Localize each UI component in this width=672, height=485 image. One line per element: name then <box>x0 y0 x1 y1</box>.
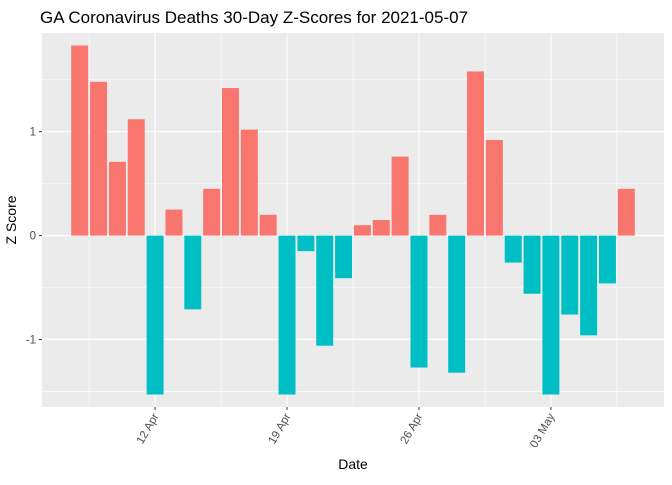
bar-2021-04-11 <box>127 119 145 236</box>
grid-lines <box>42 33 664 407</box>
bar-2021-04-10 <box>108 161 126 236</box>
x-tick-label: 26 Apr <box>399 411 426 446</box>
bar-2021-04-13 <box>165 209 183 236</box>
bar-2021-04-20 <box>297 235 315 252</box>
bar-2021-04-16 <box>222 88 239 236</box>
x-tick-label: 19 Apr <box>267 411 294 446</box>
y-tick-label: 0 <box>30 231 36 243</box>
bar-2021-04-25 <box>391 156 409 236</box>
axis-ticks <box>39 131 552 410</box>
bar-2021-04-28 <box>448 235 466 373</box>
x-tick-label: 03 May <box>528 411 557 450</box>
bar-2021-04-08 <box>71 45 89 236</box>
bar-2021-05-01 <box>504 235 522 263</box>
y-tick-label: 1 <box>30 127 36 139</box>
bar-2021-04-19 <box>278 235 296 395</box>
bar-2021-04-17 <box>240 129 258 236</box>
bar-2021-04-12 <box>146 235 164 395</box>
x-axis-title: Date <box>338 456 368 472</box>
x-tick-label: 12 Apr <box>135 411 162 446</box>
bar-2021-04-23 <box>353 225 371 236</box>
bar-2021-04-14 <box>184 235 202 310</box>
bar-2021-04-18 <box>259 214 277 236</box>
bar-2021-05-03 <box>542 235 560 395</box>
bar-2021-04-26 <box>410 235 428 368</box>
bar-2021-04-27 <box>429 214 447 236</box>
chart-title: GA Coronavirus Deaths 30-Day Z-Scores fo… <box>40 8 468 27</box>
bar-2021-04-30 <box>485 140 503 236</box>
y-tick-labels: -1 0 1 <box>26 127 36 347</box>
y-tick-label: -1 <box>26 334 36 346</box>
bar-2021-04-22 <box>335 235 353 279</box>
bars <box>71 45 635 395</box>
bar-2021-04-15 <box>203 188 221 236</box>
bar-2021-04-09 <box>90 81 108 236</box>
bar-2021-05-02 <box>523 235 541 294</box>
y-axis-title: Z Score <box>3 195 19 244</box>
bar-2021-05-07 <box>617 188 635 236</box>
bar-2021-04-21 <box>316 235 334 346</box>
bar-2021-05-04 <box>561 235 579 315</box>
bar-2021-04-24 <box>372 220 390 236</box>
bar-2021-05-05 <box>580 235 598 336</box>
bar-2021-05-06 <box>598 235 616 284</box>
x-tick-labels: 12 Apr 19 Apr 26 Apr 03 May <box>135 411 558 450</box>
bar-2021-04-29 <box>467 71 484 236</box>
